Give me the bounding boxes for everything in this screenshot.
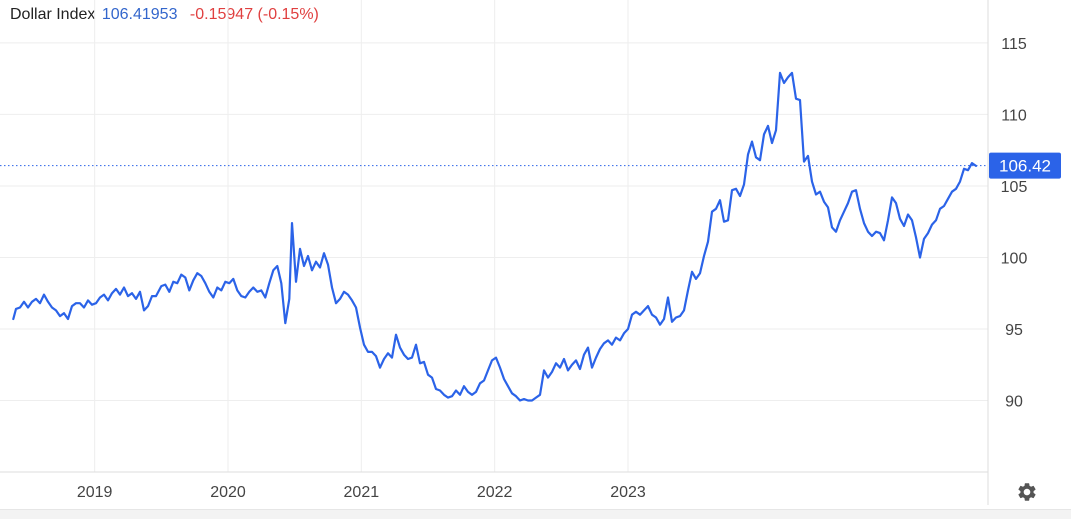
line-layer [0, 71, 988, 402]
gear-icon [1018, 483, 1036, 501]
current-value: 106.41953 [101, 6, 178, 23]
x-tick-label: 2019 [77, 484, 113, 501]
x-tick-label: 2023 [610, 484, 646, 501]
y-tick-label: 110 [1001, 107, 1027, 124]
y-tick-label: 115 [1001, 36, 1027, 53]
chart-header: Dollar Index 106.41953 -0.15947 (-0.15%) [10, 6, 319, 24]
current-value-badge [989, 152, 1061, 179]
y-tick-label: 100 [1001, 250, 1028, 267]
settings-button[interactable] [1016, 481, 1038, 503]
y-tick-label: 90 [1005, 393, 1023, 410]
x-tick-label: 2021 [344, 484, 380, 501]
x-tick-label: 2020 [210, 484, 246, 501]
axis-layer: 2019 2020 2021 2022 2023 90 95 100 105 110 115 106.… [0, 0, 1061, 505]
y-tick-label: 95 [1005, 322, 1023, 339]
series-line [12, 71, 978, 402]
change-value: -0.15947 (-0.15%) [189, 6, 319, 23]
grid-layer [0, 0, 988, 472]
y-tick-label: 105 [1001, 179, 1028, 196]
x-tick-label: 2022 [477, 484, 513, 501]
current-value-badge-label: 106.42 [999, 157, 1051, 176]
instrument-name: Dollar Index [10, 6, 96, 23]
bottom-strip [0, 509, 1071, 519]
